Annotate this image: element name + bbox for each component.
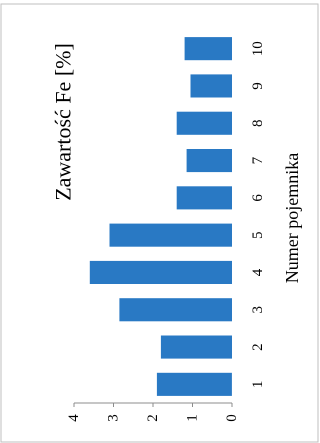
category-label-1: 1 bbox=[250, 381, 266, 389]
bar-2 bbox=[160, 335, 232, 359]
category-label-6: 6 bbox=[250, 194, 266, 202]
bar-6 bbox=[176, 186, 232, 210]
category-label-9: 9 bbox=[250, 82, 266, 90]
value-tick-label-3: 3 bbox=[106, 414, 122, 422]
bar-8 bbox=[176, 111, 232, 135]
x-axis-label: Numer pojemnika bbox=[282, 153, 302, 283]
bar-9 bbox=[190, 74, 232, 98]
category-label-4: 4 bbox=[250, 268, 266, 276]
value-tick-label-2: 2 bbox=[145, 414, 161, 422]
category-label-3: 3 bbox=[250, 306, 266, 314]
chart-frame bbox=[0, 3, 319, 443]
category-label-2: 2 bbox=[250, 343, 266, 351]
value-tick-label-4: 4 bbox=[66, 414, 82, 422]
chart-title: Zawartość Fe [%] bbox=[51, 43, 76, 201]
category-label-8: 8 bbox=[250, 120, 266, 128]
bar-5 bbox=[109, 223, 232, 247]
plot-area: 1 2 3 4 5 6 7 8 9 10 0 1 2 3 4 bbox=[66, 37, 266, 422]
category-label-10: 10 bbox=[250, 41, 266, 56]
bar-10 bbox=[184, 37, 232, 61]
value-tick-label-0: 0 bbox=[224, 414, 240, 422]
bar-3 bbox=[119, 298, 232, 322]
bar-1 bbox=[156, 372, 232, 396]
bar-7 bbox=[186, 149, 232, 173]
category-label-7: 7 bbox=[250, 156, 266, 164]
category-label-5: 5 bbox=[250, 231, 266, 239]
value-tick-label-1: 1 bbox=[185, 414, 201, 422]
bar-4 bbox=[89, 260, 232, 284]
